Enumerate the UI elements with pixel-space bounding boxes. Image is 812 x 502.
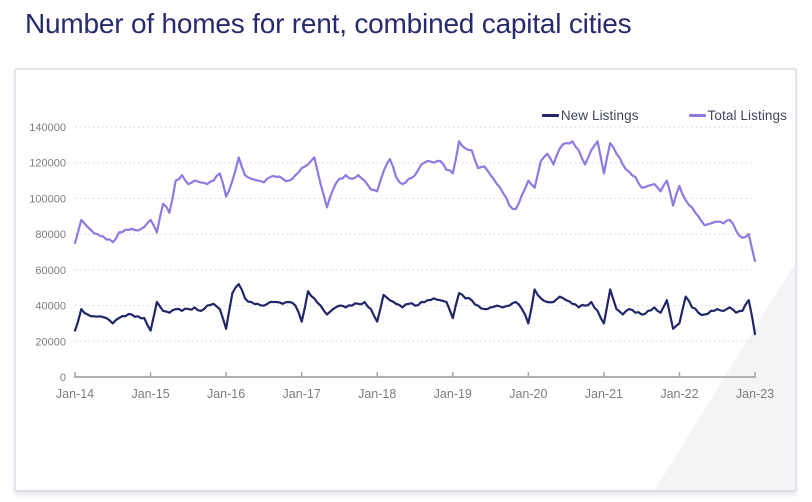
svg-text:Jan-14: Jan-14	[56, 387, 94, 401]
svg-text:Jan-18: Jan-18	[358, 387, 396, 401]
line-chart: 0 20000 40000 60000 80000 100000 120000 140000 J…	[29, 122, 774, 401]
svg-text:40000: 40000	[35, 301, 66, 313]
svg-text:0: 0	[60, 372, 66, 384]
new-listings-line-swatch-icon	[541, 114, 559, 117]
svg-text:Jan-23: Jan-23	[736, 387, 774, 401]
svg-text:Jan-15: Jan-15	[131, 387, 169, 401]
chart-card: New Listings Total Listings 0 20000 40000 6…	[14, 68, 797, 492]
svg-text:60000: 60000	[35, 265, 66, 277]
legend-label-new-listings: New Listings	[560, 108, 639, 123]
svg-text:Jan-17: Jan-17	[283, 387, 321, 401]
svg-text:Jan-20: Jan-20	[509, 387, 547, 401]
svg-text:Jan-21: Jan-21	[585, 387, 623, 401]
page-title: Number of homes for rent, combined capit…	[25, 8, 632, 39]
legend-item-total-listings: Total Listings	[688, 108, 787, 123]
svg-text:Jan-22: Jan-22	[660, 387, 698, 401]
svg-text:20000: 20000	[35, 336, 66, 348]
svg-text:120000: 120000	[29, 158, 66, 170]
total-listings-line-swatch-icon	[688, 114, 706, 117]
svg-text:80000: 80000	[35, 229, 66, 241]
legend-label-total-listings: Total Listings	[707, 108, 787, 123]
legend-item-new-listings: New Listings	[541, 108, 639, 123]
svg-text:140000: 140000	[29, 122, 66, 134]
chart-legend: New Listings Total Listings	[541, 108, 787, 123]
svg-text:100000: 100000	[29, 193, 66, 205]
svg-text:Jan-16: Jan-16	[207, 387, 245, 401]
svg-text:Jan-19: Jan-19	[434, 387, 472, 401]
